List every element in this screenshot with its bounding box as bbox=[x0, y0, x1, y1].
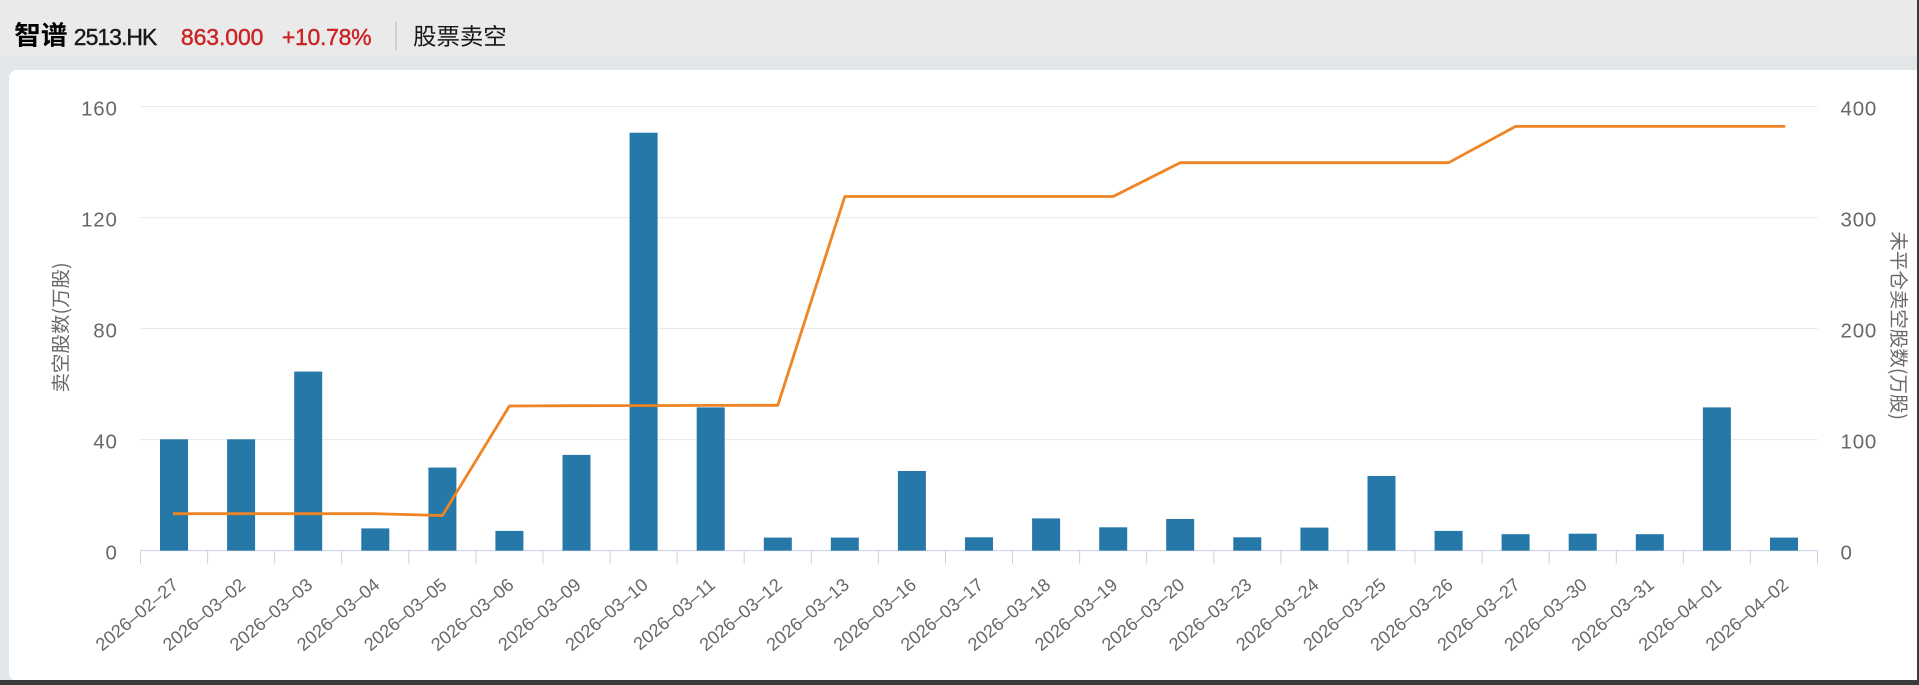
svg-text:863.000: 863.000 bbox=[181, 24, 263, 50]
svg-text:0: 0 bbox=[1841, 542, 1853, 565]
svg-text:0: 0 bbox=[105, 542, 117, 565]
svg-text:160: 160 bbox=[81, 98, 118, 121]
svg-text:300: 300 bbox=[1841, 209, 1878, 232]
svg-text:2513.HK: 2513.HK bbox=[74, 24, 158, 50]
svg-text:+10.78%: +10.78% bbox=[282, 24, 371, 50]
svg-text:120: 120 bbox=[81, 209, 118, 232]
svg-text:80: 80 bbox=[93, 320, 117, 343]
svg-text:200: 200 bbox=[1841, 320, 1878, 343]
svg-text:40: 40 bbox=[93, 431, 117, 454]
svg-text:100: 100 bbox=[1841, 431, 1878, 454]
svg-text:400: 400 bbox=[1841, 98, 1878, 121]
